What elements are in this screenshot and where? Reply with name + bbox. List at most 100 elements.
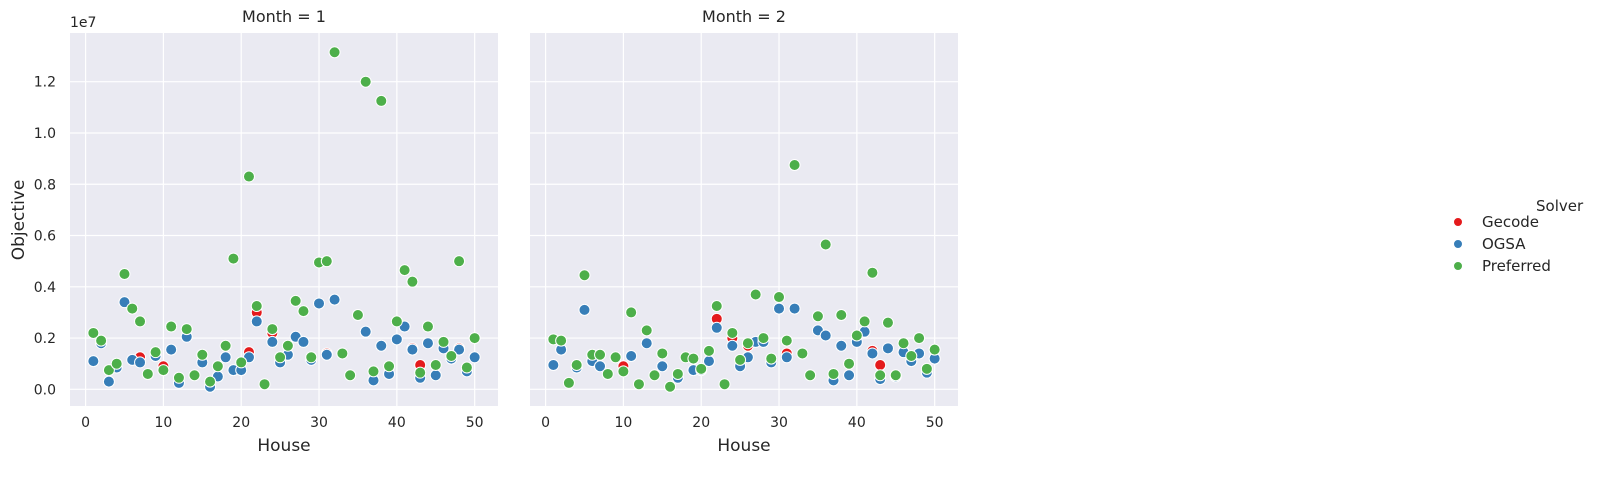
point-preferred: [344, 369, 357, 382]
point-preferred: [617, 365, 630, 378]
point-ogsa: [328, 293, 341, 306]
point-ogsa: [780, 351, 793, 364]
point-preferred: [671, 367, 684, 380]
panels-group: 0 10 20 30 40 50 0.0 0.2 0.4 0.6 0.8 1.0 1.2 Month = …: [34, 7, 958, 456]
y-tick-label: 0.8: [34, 177, 56, 193]
point-preferred: [149, 346, 162, 359]
point-preferred: [570, 358, 583, 371]
point-ogsa: [250, 315, 263, 328]
point-preferred: [126, 302, 139, 315]
point-ogsa: [359, 325, 372, 338]
y-tick-label: 1.2: [34, 75, 56, 91]
point-preferred: [804, 369, 817, 382]
point-preferred: [594, 348, 607, 361]
y-axis-label: Objective: [9, 180, 29, 261]
x-tick-label: 0: [81, 415, 90, 431]
point-ogsa: [819, 329, 832, 342]
x-axis-label: House: [257, 436, 310, 456]
point-preferred: [850, 329, 863, 342]
point-preferred: [95, 334, 108, 347]
point-preferred: [710, 300, 723, 313]
point-preferred: [858, 315, 871, 328]
point-preferred: [180, 323, 193, 336]
panel-title: Month = 1: [242, 7, 326, 26]
point-preferred: [227, 252, 240, 265]
x-tick-label: 10: [614, 415, 632, 431]
point-ogsa: [640, 337, 653, 350]
point-preferred: [414, 366, 427, 379]
point-preferred: [718, 378, 731, 391]
x-tick-label: 20: [692, 415, 710, 431]
point-preferred: [625, 306, 638, 319]
point-preferred: [687, 352, 700, 365]
x-tick-label: 50: [466, 415, 484, 431]
point-preferred: [87, 326, 100, 339]
point-ogsa: [118, 296, 131, 309]
legend: Solver Gecode OGSA Preferred: [1453, 197, 1584, 275]
point-preferred: [811, 310, 824, 323]
panel-month-1: 0 10 20 30 40 50 0.0 0.2 0.4 0.6 0.8 1.0 1.2 Month = …: [34, 7, 498, 456]
point-preferred: [695, 362, 708, 375]
point-preferred: [913, 332, 926, 345]
point-ogsa: [710, 321, 723, 334]
legend-title: Solver: [1536, 197, 1584, 215]
point-preferred: [905, 350, 918, 363]
point-preferred: [453, 255, 466, 268]
point-preferred: [336, 347, 349, 360]
panel-title: Month = 2: [702, 7, 786, 26]
legend-entry-gecode: Gecode: [1453, 213, 1539, 231]
point-preferred: [320, 255, 333, 268]
point-preferred: [460, 361, 473, 374]
point-ogsa: [165, 343, 178, 356]
point-preferred: [749, 288, 762, 301]
point-ogsa: [866, 347, 879, 360]
point-preferred: [780, 334, 793, 347]
point-ogsa: [726, 339, 739, 352]
point-preferred: [578, 269, 591, 282]
point-preferred: [375, 94, 388, 107]
x-tick-label: 10: [154, 415, 172, 431]
y-tick-label: 0.6: [34, 229, 56, 245]
point-preferred: [632, 378, 645, 391]
point-preferred: [289, 294, 302, 307]
point-preferred: [562, 376, 575, 389]
point-ogsa: [788, 302, 801, 315]
point-ogsa: [547, 358, 560, 371]
point-preferred: [274, 351, 287, 364]
point-ogsa: [773, 302, 786, 315]
series-preferred: [87, 46, 481, 391]
point-preferred: [734, 353, 747, 366]
point-ogsa: [468, 351, 481, 364]
point-preferred: [281, 339, 294, 352]
point-ogsa: [134, 356, 147, 369]
point-preferred: [555, 334, 568, 347]
point-ogsa: [320, 348, 333, 361]
point-preferred: [258, 378, 271, 391]
point-preferred: [297, 305, 310, 318]
point-preferred: [110, 357, 123, 370]
point-preferred: [788, 159, 801, 172]
point-preferred: [656, 347, 669, 360]
point-ogsa: [578, 303, 591, 316]
point-preferred: [359, 75, 372, 88]
point-ogsa: [219, 351, 232, 364]
point-preferred: [601, 367, 614, 380]
x-tick-label: 0: [541, 415, 550, 431]
point-preferred: [250, 300, 263, 313]
legend-marker: [1453, 217, 1463, 227]
legend-label: Gecode: [1482, 213, 1539, 231]
y-tick-label: 0.4: [34, 280, 56, 296]
point-preferred: [367, 365, 380, 378]
x-tick-label: 50: [926, 415, 944, 431]
point-preferred: [305, 351, 318, 364]
y-tick-label: 0.0: [34, 382, 56, 398]
point-preferred: [118, 267, 131, 280]
x-tick-label: 30: [770, 415, 788, 431]
point-preferred: [429, 358, 442, 371]
point-preferred: [648, 369, 661, 382]
point-preferred: [141, 367, 154, 380]
point-ogsa: [625, 350, 638, 363]
x-tick-label: 40: [388, 415, 406, 431]
x-axis-label: House: [717, 436, 770, 456]
